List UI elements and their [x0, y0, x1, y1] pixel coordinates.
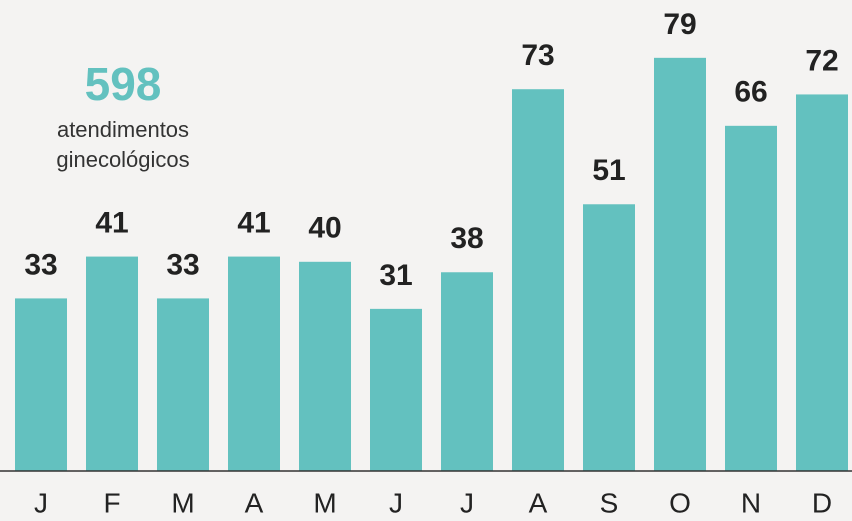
total-caption: ginecológicos — [56, 147, 189, 172]
value-label: 33 — [166, 248, 199, 281]
value-label: 40 — [308, 212, 341, 245]
bar — [15, 298, 67, 471]
x-tick-label: N — [741, 487, 761, 518]
x-tick-label: J — [389, 487, 403, 518]
bar — [370, 308, 422, 471]
total-caption: atendimentos — [57, 117, 189, 142]
bar — [299, 261, 351, 471]
value-label: 38 — [450, 222, 483, 255]
x-tick-label: J — [460, 487, 474, 518]
value-label: 33 — [24, 248, 57, 281]
value-label: 72 — [805, 44, 838, 77]
bar — [725, 125, 777, 471]
bar — [441, 272, 493, 471]
x-tick-label: D — [812, 487, 832, 518]
bar — [796, 94, 848, 471]
x-tick-label: S — [600, 487, 619, 518]
value-label: 51 — [592, 154, 625, 187]
bar — [512, 89, 564, 472]
total: 598 — [85, 58, 162, 110]
x-tick-label: F — [103, 487, 120, 518]
value-label: 41 — [237, 206, 270, 239]
x-tick-label: A — [529, 487, 548, 518]
bar — [654, 57, 706, 472]
bar — [86, 256, 138, 471]
value-label: 31 — [379, 259, 412, 292]
bar — [583, 204, 635, 471]
x-tick-label: A — [245, 487, 264, 518]
x-tick-label: O — [669, 487, 691, 518]
value-label: 41 — [95, 206, 128, 239]
bar — [228, 256, 280, 471]
x-tick-label: M — [171, 487, 194, 518]
bar — [157, 298, 209, 471]
value-label: 79 — [663, 8, 696, 41]
value-label: 73 — [521, 39, 554, 72]
x-tick-label: M — [313, 487, 336, 518]
value-label: 66 — [734, 76, 767, 109]
x-tick-label: J — [34, 487, 48, 518]
